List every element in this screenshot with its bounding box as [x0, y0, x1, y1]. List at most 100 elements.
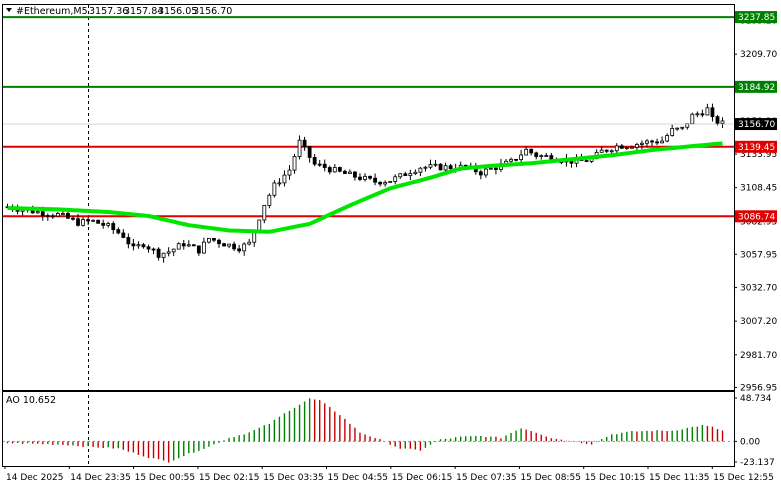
candle-body — [695, 113, 700, 116]
candle-body — [609, 150, 614, 153]
candle-body — [624, 147, 629, 149]
current-price-tag — [735, 118, 777, 131]
ao-tick-label: 48.734 — [740, 394, 772, 404]
candle-body — [227, 243, 231, 247]
candle-body — [428, 164, 433, 168]
candle-body — [358, 176, 362, 180]
ao-axis: 48.734 0.00 -23.137 — [3, 394, 775, 468]
candle-body — [196, 245, 201, 254]
symbol-label: #Ethereum,M5 — [16, 6, 88, 17]
candle-body — [680, 126, 685, 129]
candle-body — [272, 182, 277, 196]
level-tag — [735, 210, 777, 223]
candle-body — [655, 141, 659, 144]
level-tag — [735, 140, 777, 153]
candle-body — [514, 158, 518, 161]
moving-average — [7, 141, 723, 234]
candle-body — [302, 139, 307, 147]
candle-body — [96, 219, 101, 224]
level-lines: 3237.85 3184.92 3139.45 3086.74 — [3, 11, 777, 223]
candle-body — [418, 167, 423, 173]
candle-body — [438, 163, 443, 171]
dropdown-triangle-icon[interactable] — [6, 8, 12, 12]
candle-body — [141, 244, 146, 248]
candle-body — [307, 145, 312, 158]
candle-body — [363, 175, 367, 180]
level-tag — [735, 80, 777, 93]
price-tick-label: 3032.70 — [740, 284, 777, 294]
price-tick-label: 3007.20 — [740, 317, 777, 327]
ohlc-close: 3156.70 — [193, 6, 232, 17]
candle-body — [584, 160, 589, 162]
level-label: 3139.45 — [738, 143, 775, 153]
candle-body — [393, 176, 398, 182]
candle-body — [534, 152, 539, 157]
candle-body — [186, 244, 191, 247]
time-axis: 14 Dec 2025 14 Dec 23:35 15 Dec 00:55 15 De… — [4, 466, 774, 483]
time-tick-label: 15 Dec 00:55 — [135, 473, 196, 483]
candle-body — [640, 142, 644, 145]
candle-body — [660, 140, 664, 144]
candle-body — [423, 166, 428, 169]
candle-body — [378, 181, 383, 185]
candle-body — [619, 145, 624, 149]
price-tags: 3156.70 — [3, 118, 777, 131]
candle-body — [292, 156, 297, 171]
ao-histogram — [6, 398, 724, 463]
current-price-label: 3156.70 — [738, 120, 775, 130]
candle-body — [368, 175, 372, 179]
candle-body — [599, 149, 604, 153]
time-tick-label: 15 Dec 06:15 — [392, 473, 453, 483]
candle-body — [312, 157, 317, 165]
candle-body — [297, 139, 302, 157]
candle-body — [705, 107, 710, 116]
candle-body — [327, 167, 332, 173]
time-tick-label: 15 Dec 11:35 — [649, 473, 710, 483]
price-tick-label: 3057.95 — [740, 250, 777, 260]
candle-body — [690, 113, 695, 125]
candle-body — [212, 238, 216, 241]
level-label: 3184.92 — [738, 83, 775, 93]
candle-body — [342, 170, 347, 174]
candle-body — [161, 252, 166, 258]
candle-body — [614, 145, 619, 152]
time-tick-label: 15 Dec 10:15 — [585, 473, 646, 483]
candle-body — [66, 213, 70, 219]
candle-body — [262, 204, 267, 221]
candle-body — [524, 148, 529, 156]
candle-body — [403, 173, 408, 176]
candle-body — [71, 217, 75, 220]
candle-body — [151, 248, 156, 251]
candle-body — [282, 174, 287, 184]
candle-body — [700, 113, 705, 116]
candle-body — [348, 171, 352, 174]
candle-body — [604, 149, 609, 152]
time-tick-label: 15 Dec 04:55 — [328, 473, 389, 483]
candle-body — [201, 241, 206, 254]
candle-body — [247, 241, 252, 245]
ao-tick-label: 0.00 — [740, 437, 760, 447]
price-tick-label: 2956.95 — [740, 383, 777, 393]
candle-body — [101, 222, 106, 226]
candle-body — [35, 211, 40, 214]
candle-body — [398, 173, 403, 178]
candle-body — [106, 223, 111, 226]
ohlc-high: 3157.84 — [124, 6, 163, 17]
candle-body — [720, 120, 725, 124]
candle-body — [242, 243, 247, 252]
candle-body — [650, 140, 654, 143]
candle-body — [121, 232, 126, 238]
ma-line — [7, 141, 723, 234]
candle-body — [81, 219, 85, 226]
candle-body — [488, 167, 493, 170]
candle-body — [539, 155, 544, 157]
price-axis: 3235.203209.703184.203159.203133.953108.… — [734, 17, 777, 393]
candle-body — [710, 107, 715, 118]
price-tick-label: 3209.70 — [740, 50, 777, 60]
candle-body — [322, 163, 327, 168]
candle-body — [509, 158, 513, 162]
candle-body — [287, 169, 292, 176]
candle-body — [50, 215, 55, 218]
price-tick-label: 3133.95 — [740, 150, 777, 160]
